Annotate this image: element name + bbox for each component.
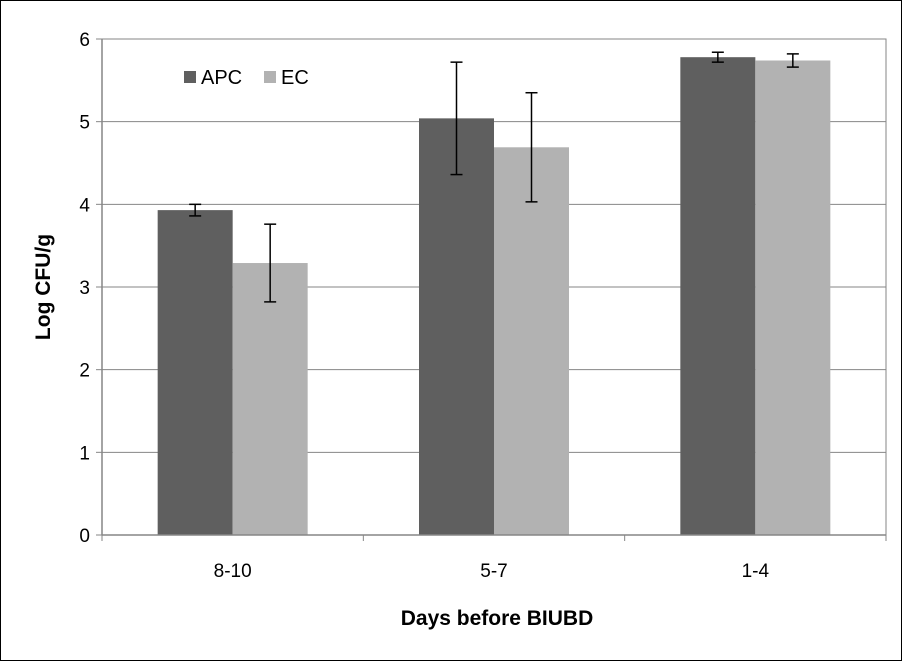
bar-ec-1-4 xyxy=(755,60,831,535)
legend: APC EC xyxy=(184,67,309,89)
legend-label-ec: EC xyxy=(281,67,309,89)
y-tick-label: 0 xyxy=(79,526,90,547)
bar-apc-1-4 xyxy=(680,57,756,535)
legend-swatch-ec xyxy=(264,71,276,83)
bar-apc-8-10 xyxy=(157,210,233,535)
x-tick-label: 5-7 xyxy=(480,561,507,582)
x-tick-labels: 8-10 5-7 1-4 xyxy=(214,561,770,582)
y-tick-label: 1 xyxy=(79,443,90,464)
x-axis-title: Days before BIUBD xyxy=(401,607,594,630)
y-tick-label: 5 xyxy=(79,113,90,134)
y-tick-label: 3 xyxy=(79,278,90,299)
y-tick-labels: 0 1 2 3 4 5 6 xyxy=(79,30,90,547)
y-tick-label: 4 xyxy=(79,195,90,216)
bar-ec-5-7 xyxy=(494,147,569,535)
bar-apc-5-7 xyxy=(419,118,494,536)
legend-label-apc: APC xyxy=(201,67,242,89)
y-axis-title: Log CFU/g xyxy=(32,234,55,340)
bars xyxy=(157,57,831,536)
axes xyxy=(101,38,887,541)
x-tick-label: 8-10 xyxy=(214,561,252,582)
x-tick-label: 1-4 xyxy=(742,561,770,582)
legend-swatch-apc xyxy=(184,71,196,83)
error-bars xyxy=(189,51,799,303)
y-tick-label: 6 xyxy=(79,30,90,51)
y-tick-label: 2 xyxy=(79,361,90,382)
bar-ec-8-10 xyxy=(232,263,308,535)
